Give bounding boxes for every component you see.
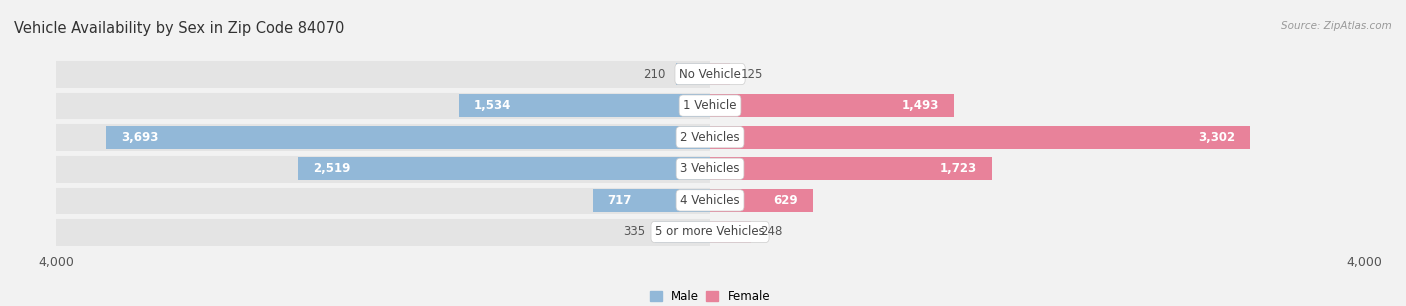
- Bar: [56, 186, 710, 214]
- Text: Vehicle Availability by Sex in Zip Code 84070: Vehicle Availability by Sex in Zip Code …: [14, 21, 344, 36]
- Text: 1,534: 1,534: [474, 99, 512, 112]
- Text: 5 or more Vehicles: 5 or more Vehicles: [655, 226, 765, 238]
- Bar: [298, 157, 710, 180]
- Bar: [710, 94, 955, 117]
- Text: 1,493: 1,493: [903, 99, 939, 112]
- Text: 1,723: 1,723: [939, 162, 977, 175]
- Text: Source: ZipAtlas.com: Source: ZipAtlas.com: [1281, 21, 1392, 32]
- Bar: [655, 221, 710, 243]
- Bar: [460, 94, 710, 117]
- Legend: Male, Female: Male, Female: [645, 285, 775, 306]
- Bar: [56, 92, 710, 120]
- Bar: [710, 189, 813, 212]
- Text: No Vehicle: No Vehicle: [679, 68, 741, 80]
- Text: 210: 210: [644, 68, 666, 80]
- Text: 248: 248: [761, 226, 783, 238]
- Text: 125: 125: [741, 68, 762, 80]
- Text: 629: 629: [773, 194, 799, 207]
- Text: 717: 717: [607, 194, 631, 207]
- Text: 3 Vehicles: 3 Vehicles: [681, 162, 740, 175]
- Text: 3,302: 3,302: [1198, 131, 1234, 144]
- Text: 2 Vehicles: 2 Vehicles: [681, 131, 740, 144]
- Bar: [710, 157, 991, 180]
- Text: 1 Vehicle: 1 Vehicle: [683, 99, 737, 112]
- Text: 3,693: 3,693: [121, 131, 159, 144]
- Bar: [56, 155, 710, 183]
- Bar: [56, 60, 710, 88]
- Bar: [56, 218, 710, 246]
- Bar: [593, 189, 710, 212]
- Bar: [676, 63, 710, 85]
- Text: 4 Vehicles: 4 Vehicles: [681, 194, 740, 207]
- Text: 335: 335: [623, 226, 645, 238]
- Bar: [56, 123, 710, 151]
- Text: 2,519: 2,519: [314, 162, 350, 175]
- Bar: [710, 126, 1250, 149]
- Bar: [107, 126, 710, 149]
- Bar: [710, 221, 751, 243]
- Bar: [710, 63, 731, 85]
